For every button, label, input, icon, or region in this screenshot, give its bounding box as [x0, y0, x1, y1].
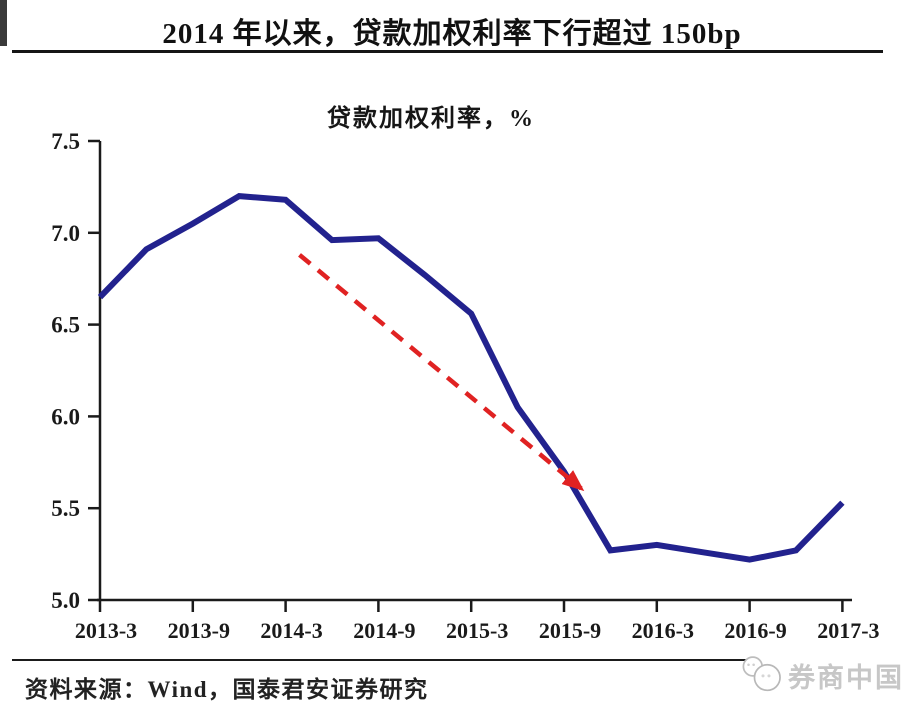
y-tick-label: 5.5 [51, 496, 80, 521]
y-tick-label: 7.0 [51, 221, 80, 246]
x-tick-label: 2017-3 [817, 618, 879, 643]
x-tick-label: 2015-9 [539, 618, 601, 643]
chat-bubbles-icon [742, 656, 781, 692]
x-tick-label: 2013-3 [75, 618, 137, 643]
x-tick-label: 2014-9 [353, 618, 415, 643]
title-divider [12, 50, 883, 53]
data-source: 资料来源：Wind，国泰君安证券研究 [25, 677, 429, 702]
x-tick-label: 2014-3 [260, 618, 322, 643]
chart-title: 2014 年以来，贷款加权利率下行超过 150bp [162, 18, 742, 50]
x-tick-label: 2016-3 [632, 618, 694, 643]
x-tick-label: 2015-3 [446, 618, 508, 643]
brand-watermark: 券商中国 [740, 646, 904, 704]
y-tick-label: 6.0 [51, 404, 80, 429]
footer-divider [12, 659, 757, 661]
y-tick-label: 7.5 [51, 129, 80, 154]
chart-subtitle: 贷款加权利率，% [327, 106, 535, 132]
x-tick-label: 2016-9 [724, 618, 786, 643]
series-line [97, 193, 845, 563]
y-tick-label: 5.0 [51, 588, 80, 613]
trend-arrow [298, 253, 585, 492]
scan-artifact [0, 0, 7, 46]
x-tick-label: 2013-9 [168, 618, 230, 643]
watermark-label: 券商中国 [788, 662, 904, 693]
y-tick-label: 6.5 [51, 313, 80, 338]
